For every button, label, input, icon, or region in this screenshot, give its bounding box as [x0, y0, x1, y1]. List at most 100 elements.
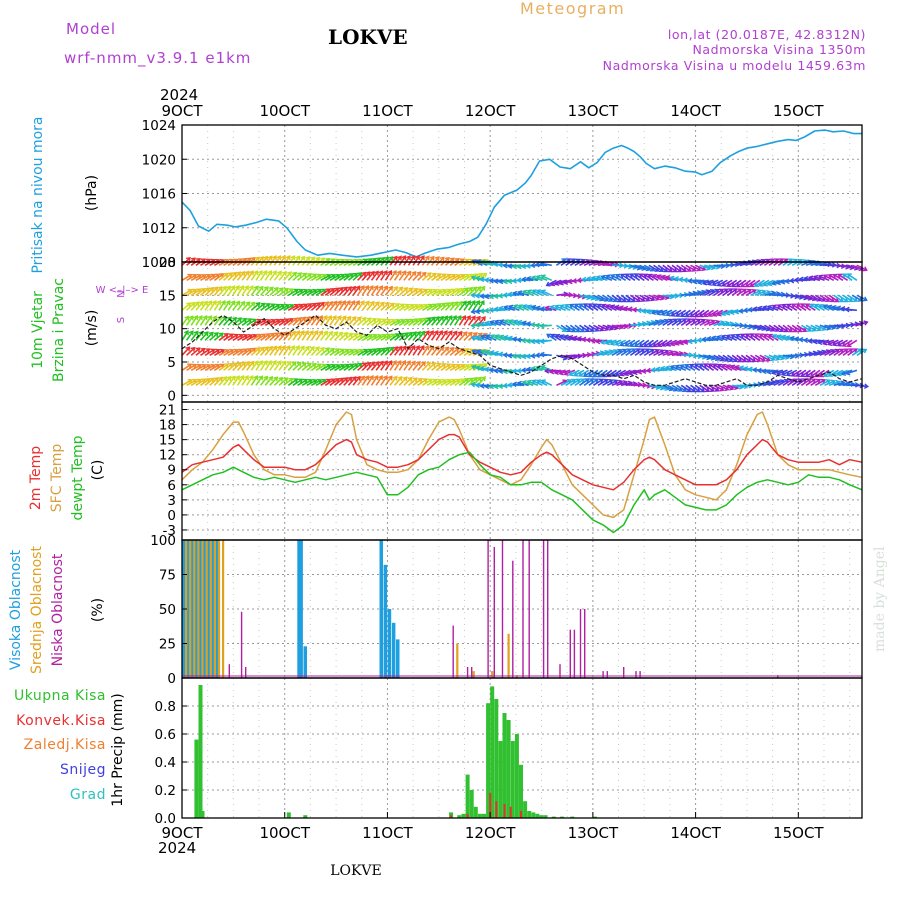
cloud-bar — [491, 671, 494, 678]
wind-arrow — [555, 305, 567, 312]
wind-arrow-head — [288, 377, 294, 383]
wind-arrow — [782, 324, 793, 333]
wind-arrow-head — [200, 347, 206, 353]
wind-arrow — [394, 286, 403, 296]
wind-arrow — [352, 300, 360, 311]
wind-arrow-head — [233, 333, 239, 339]
wind-arrow — [195, 378, 206, 386]
wind-arrow-head — [406, 270, 412, 276]
wind-arrow-head — [395, 303, 401, 308]
wind-arrow — [403, 287, 413, 296]
wind-arrow-head — [660, 274, 666, 280]
wind-arrow — [601, 304, 613, 311]
wind-arrow — [804, 277, 816, 282]
wind-arrow — [777, 379, 789, 386]
wind-arrow-head — [432, 378, 438, 384]
wind-arrow-head — [336, 300, 342, 306]
wind-arrow — [508, 305, 520, 312]
wind-arrow-head — [250, 301, 256, 307]
wind-arrow-head — [402, 376, 408, 382]
wind-arrow — [241, 318, 252, 326]
wind-arrow-head — [416, 271, 422, 277]
wind-arrow-head — [695, 318, 701, 324]
wind-arrow-head — [397, 345, 403, 351]
wind-arrow-head — [841, 342, 847, 347]
wind-arrow — [600, 339, 613, 344]
wind-arrow — [241, 271, 250, 281]
precip-bar — [495, 801, 498, 818]
wind-arrow-head — [709, 387, 715, 392]
wind-arrow-head — [659, 349, 665, 355]
wind-arrow — [343, 332, 353, 341]
wind-arrow — [241, 375, 249, 386]
wind-arrow — [264, 376, 273, 386]
wind-arrow-head — [825, 379, 831, 385]
wind-arrow-head — [449, 301, 455, 307]
precip-bar — [490, 686, 495, 818]
wind-arrow-head — [540, 274, 546, 280]
wind-arrow-head — [493, 367, 499, 374]
wind-arrow-head — [632, 369, 638, 376]
wind-arrow — [810, 369, 821, 378]
wind-arrow-head — [461, 300, 467, 306]
wind-arrow — [185, 315, 194, 326]
wind-arrow-head — [502, 278, 508, 285]
wind-arrow — [647, 309, 659, 314]
wind-arrow-head — [453, 301, 459, 307]
wind-arrow — [569, 324, 580, 333]
wind-arrow — [255, 302, 266, 311]
wind-arrow — [569, 303, 580, 311]
wind-arrow — [352, 333, 363, 341]
wind-arrow — [223, 349, 234, 357]
wind-arrow-head — [411, 270, 417, 276]
wind-arrow-head — [811, 378, 817, 384]
wind-arrow-head — [696, 266, 702, 272]
precip-bar — [539, 815, 544, 818]
cloud-bar — [201, 540, 204, 678]
wind-arrow-head — [341, 300, 346, 306]
wind-arrow-head — [681, 267, 687, 273]
wind-arrow-head — [488, 293, 494, 300]
wind-arrow-head — [226, 285, 231, 291]
wind-arrow-head — [262, 360, 268, 366]
y-tick-label: 18 — [159, 418, 176, 434]
wind-arrow — [195, 288, 206, 296]
wind-arrow — [449, 288, 460, 296]
wind-arrow — [731, 288, 742, 296]
wind-arrow-head — [490, 334, 496, 340]
frame-layer — [181, 124, 863, 819]
wind-arrow-head — [462, 331, 468, 337]
wind-arrow — [847, 348, 858, 356]
wind-arrow — [680, 364, 691, 372]
wind-arrow — [712, 279, 724, 286]
wind-arrow — [356, 285, 365, 296]
wind-arrow — [704, 264, 716, 269]
lonlat-label: lon,lat (20.0187E, 42.8312N) — [668, 27, 866, 42]
y-tick-label: 20 — [159, 255, 176, 271]
sfc-temp-line — [181, 411, 863, 519]
wind-arrow — [648, 320, 660, 327]
y-tick-label: 12 — [159, 448, 176, 464]
wind-arrow-head — [268, 286, 274, 292]
wind-arrow — [675, 365, 687, 372]
wind-arrow — [389, 256, 398, 266]
cloud-bar — [542, 540, 545, 678]
precip-bar — [198, 685, 203, 818]
wind-arrow-head — [701, 279, 708, 286]
wind-arrow-head — [457, 300, 463, 306]
wind-arrow — [421, 255, 430, 266]
wind-arrow-head — [239, 375, 245, 381]
wind-arrow — [366, 361, 375, 371]
wind-arrow-head — [366, 317, 372, 323]
wind-arrow — [574, 369, 585, 377]
wind-arrow-head — [521, 337, 527, 344]
wind-arrow — [421, 304, 433, 311]
wind-arrow-head — [278, 376, 284, 382]
wind-arrow — [653, 349, 664, 357]
wind-arrow-head — [809, 303, 815, 309]
wind-arrow — [583, 324, 594, 332]
wind-arrow — [541, 365, 553, 372]
wind-arrow — [255, 270, 263, 281]
wind-arrow — [264, 303, 275, 311]
wind-arrow-head — [654, 348, 660, 354]
